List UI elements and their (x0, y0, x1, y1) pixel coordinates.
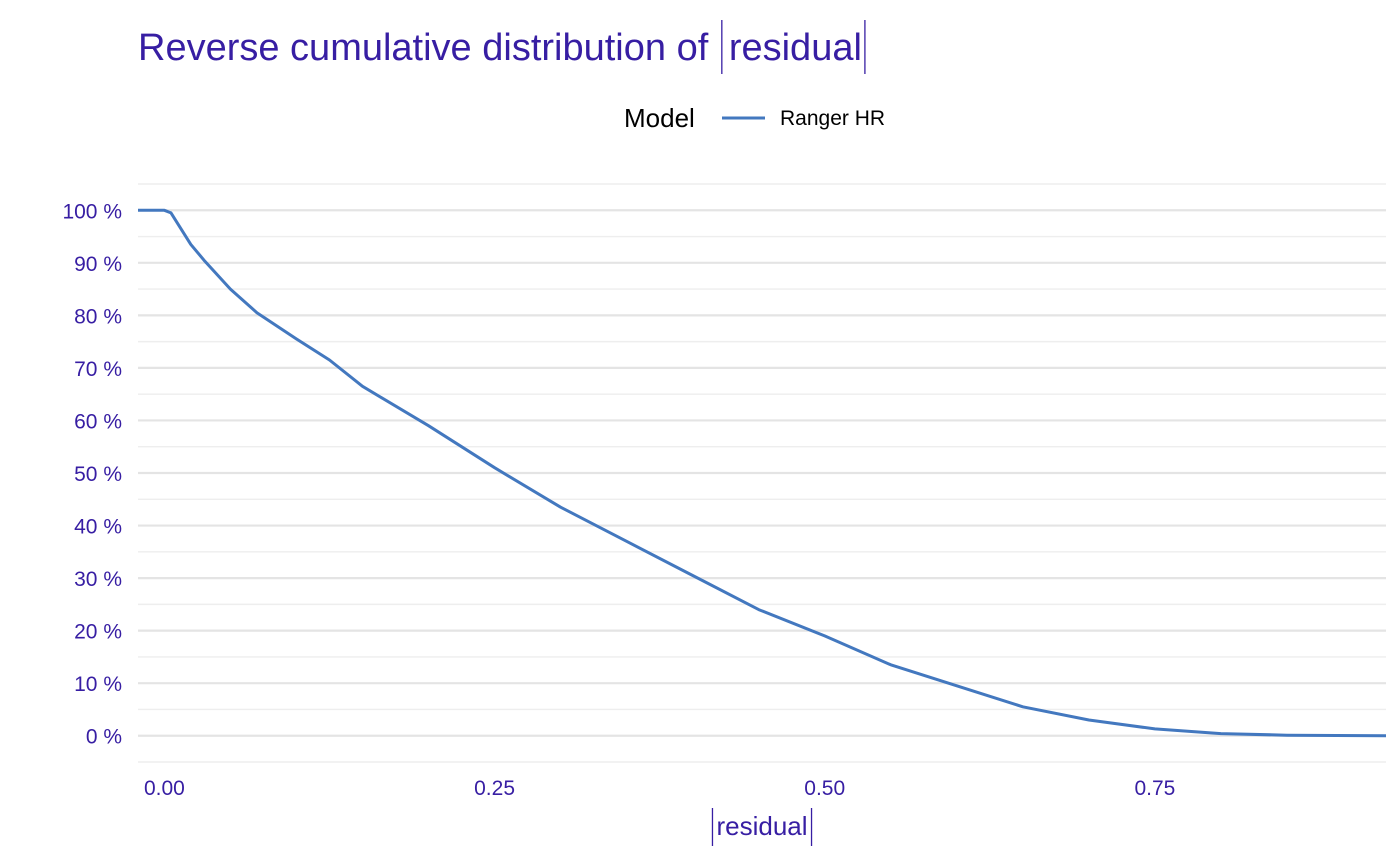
chart-title-prefix: Reverse cumulative distribution of (138, 27, 719, 69)
x-tick-label: 0.25 (474, 777, 515, 800)
x-tick-label: 0.75 (1134, 777, 1175, 800)
chart-title-text: Reverse cumulative distribution of resid… (138, 27, 862, 69)
x-tick-label: 0.50 (804, 777, 845, 800)
x-axis-label-text: residual (716, 811, 807, 841)
y-tick-label: 20 % (74, 621, 122, 644)
x-tick-label: 0.00 (144, 777, 185, 800)
y-tick-label: 30 % (74, 568, 122, 591)
y-tick-label: 90 % (74, 253, 122, 276)
y-axis-tick-labels: 0 % 10 % 20 % 30 % 40 % 50 % 60 % 70 % 80 % 90 % 1… (62, 200, 122, 748)
x-axis-label: residual (711, 808, 813, 846)
legend-label-ranger-hr: Ranger HR (780, 107, 885, 130)
y-tick-label: 100 % (62, 200, 122, 223)
y-tick-label: 60 % (74, 410, 122, 433)
x-axis-tick-labels: 0.00 0.25 0.50 0.75 (144, 777, 1175, 800)
chart-title-var: residual (729, 27, 862, 69)
grid (138, 183, 1386, 763)
chart-title: Reverse cumulative distribution of resid… (138, 20, 866, 74)
y-tick-label: 0 % (86, 726, 122, 749)
y-tick-label: 40 % (74, 516, 122, 539)
legend-title: Model (624, 103, 695, 133)
series-layer (138, 208, 1387, 738)
y-tick-label: 70 % (74, 358, 122, 381)
series-line-ranger-hr (138, 208, 1387, 738)
y-tick-label: 10 % (74, 673, 122, 696)
legend: Model Ranger HR (624, 103, 885, 133)
y-tick-label: 50 % (74, 463, 122, 486)
y-tick-label: 80 % (74, 305, 122, 328)
